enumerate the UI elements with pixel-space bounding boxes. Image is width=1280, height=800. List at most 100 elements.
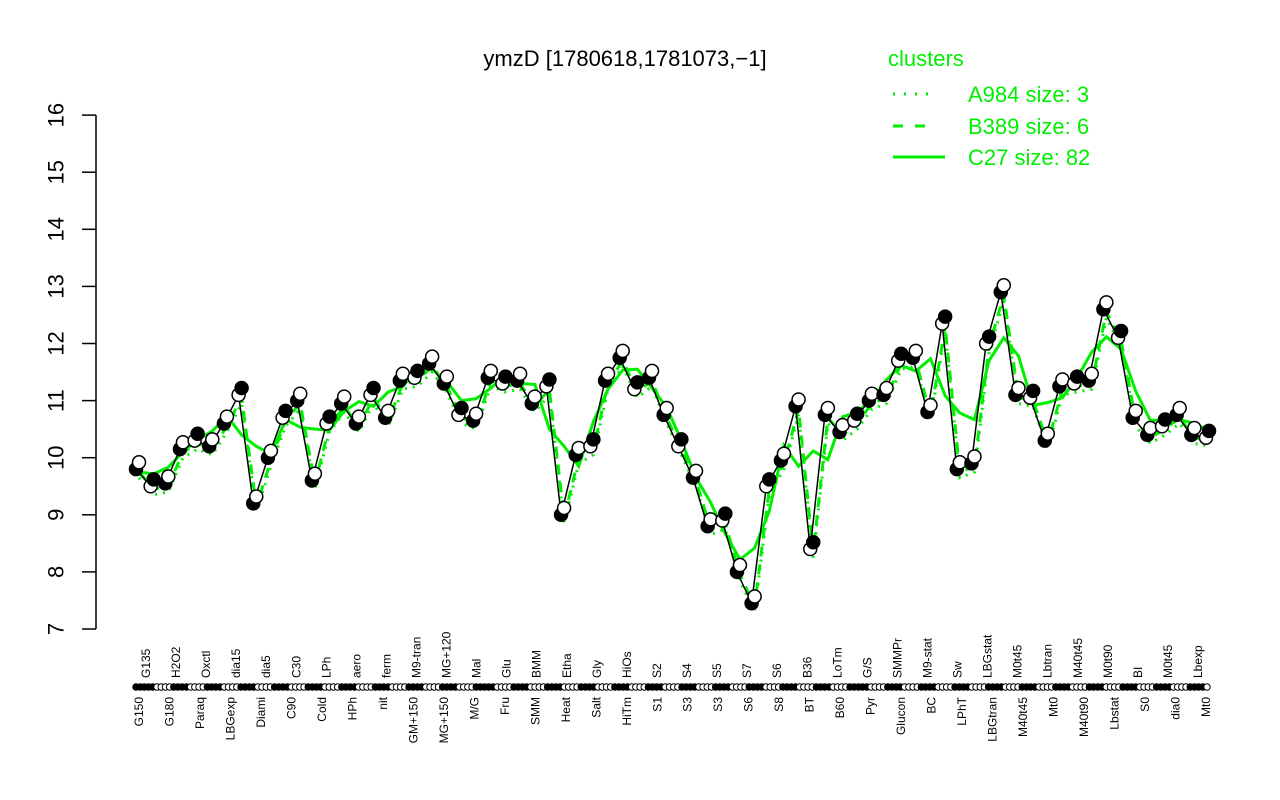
data-point [556,500,572,516]
x-tick-label-bottom: S3 [711,697,725,712]
data-point [879,380,894,396]
data-point [923,397,938,413]
legend-entry-a984: A984 size: 3 [968,82,1089,107]
x-tick-label-bottom: S0 [1138,697,1152,712]
x-tick-label-top: BMM [530,650,544,678]
data-point [571,440,586,456]
x-tick-label-top: Etha [560,653,574,678]
data-point [762,472,777,487]
x-tick-label-top: S7 [740,663,754,678]
x-tick-label-top: dia15 [229,648,243,678]
x-tick-label-bottom: Fru [498,697,512,715]
data-point [542,372,557,387]
x-tick-label-top: MG+120 [440,631,454,678]
data-point [1128,403,1143,419]
data-point [1084,366,1099,382]
data-point [205,432,220,447]
x-tick-label-top: G135 [139,648,153,678]
data-point [674,432,689,447]
x-tick-label-bottom: Lbstat [1108,696,1122,729]
data-point [454,400,469,416]
data-point [849,406,865,421]
data-point [1040,426,1056,441]
x-tick-label-bottom: M40t45 [1016,697,1030,737]
data-point [688,463,704,479]
x-tick-label-top: Glu [500,659,514,678]
y-tick-label: 14 [44,217,69,241]
y-tick-label: 8 [44,566,69,578]
data-point [600,366,616,382]
legend-entry-b389: B389 size: 6 [968,114,1089,139]
x-tick-label-top: ferm [380,654,394,678]
x-tick-label-bottom: Pyr [864,697,878,715]
data-point [805,534,821,550]
data-point [468,406,484,421]
x-tick-label-top: M9-stat [921,637,935,678]
chart-title: ymzD [1780618,1781073,−1] [483,46,766,71]
x-tick-label-top: Lbexp [1191,645,1205,678]
data-point [380,403,396,419]
data-point [483,363,499,379]
x-tick-label-top: dia5 [259,655,273,678]
data-point [190,426,205,441]
x-tick-label-bottom: BC [925,697,939,714]
x-tick-label-top: S6 [770,663,784,678]
data-point [659,400,674,416]
x-tick-label-top: HiOs [620,651,634,678]
data-point [820,400,836,416]
data-point [292,386,308,401]
x-tick-label-bottom: MG+150 [437,697,451,744]
strip-dot [1203,683,1211,691]
x-tick-label-top: M9-tran [410,637,424,678]
x-labels-top: G135 H2O2 Oxctl dia15 dia5 C30 LPh aero ferm M9-t… [139,631,1205,678]
x-tick-label-bottom: Mt0 [1047,697,1061,717]
x-tick-label-bottom: Diami [254,697,268,728]
data-point [366,380,381,396]
x-tick-label-bottom: LPhT [955,696,969,725]
x-tick-label-top: B36 [800,656,814,678]
data-point [322,409,337,424]
x-tick-label-bottom: B60 [833,697,847,719]
x-tick-label-top: C30 [289,656,303,678]
data-point [512,366,528,382]
x-tick-label-bottom: S3 [681,697,695,712]
data-point [1025,383,1041,399]
data-point [263,443,279,459]
x-tick-label-bottom: S6 [742,697,756,712]
data-point [732,557,748,573]
condition-strip [132,683,1211,691]
x-tick-label-bottom: Heat [559,696,573,722]
x-tick-label-bottom: S8 [772,697,786,712]
x-tick-label-bottom: LBGexp [224,697,238,741]
data-point [336,389,352,404]
data-point [527,389,543,404]
x-tick-label-top: LPh [319,657,333,678]
x-tick-label-bottom: Glucon [894,697,908,735]
data-point [439,369,455,384]
x-tick-label-bottom: BT [803,696,817,712]
y-tick-label: 9 [44,509,69,521]
x-tick-label-top: LoTm [830,647,844,678]
y-tick-label: 13 [44,274,69,298]
x-tick-label-top: Sw [951,661,965,678]
y-tick-label: 12 [44,331,69,355]
data-markers [128,278,1217,611]
x-tick-label-top: M0t45 [1161,644,1175,678]
x-tick-label-bottom: Cold [315,697,329,722]
data-point [644,363,660,379]
x-tick-label-bottom: M40t90 [1077,697,1091,737]
data-point [424,349,440,364]
x-tick-label-bottom: G150 [132,697,146,727]
legend-title: clusters [888,46,964,71]
cluster-lines [137,294,1210,618]
data-point [615,343,630,359]
data-point [131,455,147,470]
x-tick-label-bottom: dia0 [1169,697,1183,720]
data-point [234,380,249,396]
x-tick-label-bottom: HPh [345,697,359,720]
data-point [937,309,953,324]
data-point [586,432,601,447]
data-point [1113,323,1129,339]
x-tick-label-top: SMMPr [890,638,904,678]
